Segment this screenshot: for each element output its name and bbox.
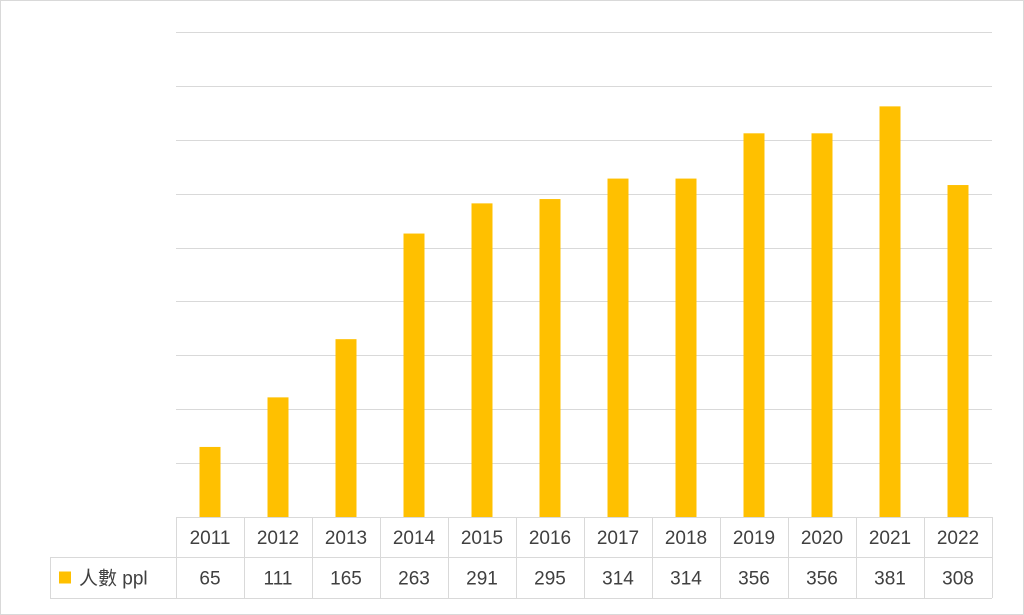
x-tick-label: 2021 — [869, 528, 911, 549]
bar-2011 — [199, 446, 221, 517]
bar-2012 — [267, 397, 289, 517]
bar-2022 — [947, 185, 969, 518]
bar-2019 — [743, 133, 765, 518]
x-tick-label: 2011 — [190, 528, 231, 549]
legend-label: 人數 ppl — [79, 568, 148, 590]
x-tick-label: 2016 — [529, 528, 571, 549]
x-tick-label: 2014 — [393, 528, 436, 549]
x-tick-label: 2020 — [801, 528, 843, 549]
data-label: 356 — [806, 569, 838, 590]
data-label: 291 — [466, 569, 498, 590]
bar-2015 — [471, 203, 493, 517]
bar-2013 — [335, 339, 357, 517]
data-label: 308 — [942, 569, 974, 590]
x-tick-label: 2019 — [733, 528, 775, 549]
bar-2017 — [607, 178, 629, 518]
data-label: 356 — [738, 569, 770, 590]
data-label: 295 — [534, 569, 566, 590]
bar-2014 — [403, 233, 425, 518]
x-tick-label: 2012 — [257, 528, 299, 549]
x-tick-label: 2022 — [937, 528, 979, 549]
bar-2018 — [675, 178, 697, 518]
bar-2020 — [811, 133, 833, 518]
data-label: 381 — [874, 569, 906, 590]
bar-2016 — [539, 199, 561, 518]
data-table: 2011 65 2012 111 2013 165 2014 263 2015 291 2016 29… — [50, 517, 993, 599]
x-tick-label: 2015 — [461, 528, 503, 549]
data-label: 314 — [602, 569, 634, 590]
data-label: 314 — [670, 569, 702, 590]
gridlines — [176, 32, 992, 464]
data-label: 165 — [330, 569, 362, 590]
bars — [199, 106, 969, 518]
data-label: 111 — [264, 569, 293, 590]
x-tick-label: 2017 — [597, 528, 639, 549]
legend-key — [59, 571, 71, 584]
bar-2021 — [879, 106, 901, 517]
data-label: 65 — [199, 569, 220, 590]
x-tick-label: 2018 — [665, 528, 707, 549]
data-label: 263 — [398, 569, 430, 590]
x-tick-label: 2013 — [325, 528, 367, 549]
